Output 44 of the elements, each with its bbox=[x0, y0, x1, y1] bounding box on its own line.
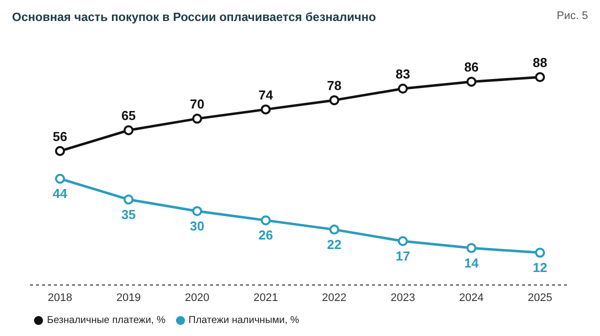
point bbox=[55, 174, 65, 184]
chart-title: Основная часть покупок в России оплачивается безналично bbox=[12, 10, 376, 24]
point bbox=[260, 215, 271, 226]
point bbox=[329, 224, 340, 235]
point bbox=[535, 248, 545, 258]
point bbox=[329, 95, 340, 106]
data-label: 44 bbox=[52, 186, 68, 201]
text: Рис. 5 bbox=[556, 10, 588, 24]
data-label: 83 bbox=[396, 66, 410, 82]
data-label: 65 bbox=[121, 108, 136, 124]
x-tick-label: 2025 bbox=[528, 292, 552, 304]
x-tick-label: 2018 bbox=[48, 292, 72, 304]
x-tick-label: 2019 bbox=[116, 292, 141, 304]
x-tick-label: 2020 bbox=[184, 292, 210, 304]
data-label: 17 bbox=[396, 248, 410, 264]
x-tick-label: 2023 bbox=[390, 292, 416, 304]
data-label: 86 bbox=[464, 60, 479, 75]
data-label: 74 bbox=[258, 87, 274, 102]
point bbox=[192, 114, 202, 124]
data-label: 26 bbox=[258, 228, 273, 243]
point bbox=[398, 236, 408, 246]
data-label: 88 bbox=[532, 55, 548, 70]
data-label: 12 bbox=[532, 260, 548, 275]
point bbox=[466, 243, 476, 254]
data-label: 56 bbox=[52, 129, 68, 144]
x-tick-label: 2024 bbox=[459, 292, 484, 304]
x-tick-label: 2021 bbox=[253, 292, 278, 304]
point bbox=[466, 76, 476, 87]
point bbox=[192, 206, 202, 216]
point bbox=[260, 104, 271, 114]
data-label: 78 bbox=[327, 78, 342, 94]
point bbox=[535, 72, 545, 82]
data-label: 14 bbox=[464, 255, 480, 270]
point bbox=[124, 125, 134, 136]
data-label: 22 bbox=[327, 236, 342, 252]
legend-label: Платежи наличными, % bbox=[188, 315, 300, 326]
data-label: 35 bbox=[121, 206, 136, 222]
point bbox=[398, 84, 408, 94]
data-label: 70 bbox=[190, 96, 204, 112]
data-label: 30 bbox=[190, 218, 204, 234]
legend-label: Безналичные платежи, % bbox=[47, 315, 166, 326]
point bbox=[124, 194, 134, 205]
x-tick-label: 2022 bbox=[322, 292, 347, 304]
point bbox=[55, 146, 65, 156]
